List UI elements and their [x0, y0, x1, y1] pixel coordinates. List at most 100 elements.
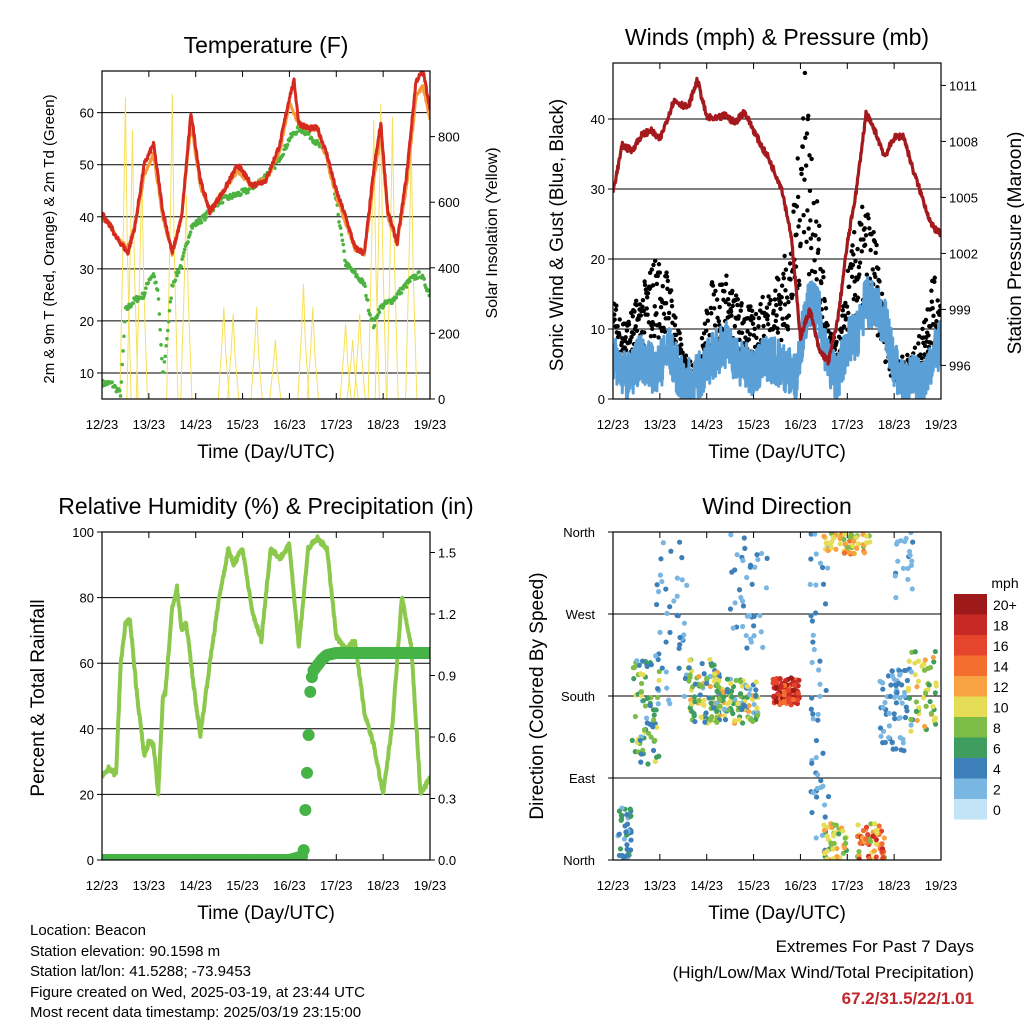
- dewpoint-point: [152, 274, 157, 279]
- temp2m-line: [102, 71, 430, 256]
- gust-point: [775, 330, 781, 335]
- direction-point: [644, 720, 650, 726]
- gust-point: [655, 273, 660, 279]
- direction-point: [823, 540, 829, 546]
- gust-point: [827, 335, 833, 340]
- x-tick-label: 14/23: [690, 878, 723, 893]
- gust-point: [680, 350, 685, 355]
- gust-point: [630, 314, 636, 319]
- gust-point: [778, 306, 783, 312]
- dewpoint-point: [155, 288, 160, 292]
- gust-point: [794, 232, 799, 237]
- y2-tick-label: 0: [438, 392, 445, 407]
- precip-point: [299, 803, 312, 816]
- y2-tick-label: 400: [438, 261, 460, 276]
- solar-trace: [227, 313, 240, 399]
- gust-point: [626, 322, 632, 327]
- direction-point: [746, 703, 752, 709]
- direction-point: [914, 717, 920, 724]
- gust-point: [860, 204, 865, 210]
- gust-point: [859, 222, 864, 227]
- dewpoint-point: [158, 327, 162, 332]
- gust-point: [654, 281, 660, 287]
- direction-point: [676, 645, 682, 651]
- x-axis-label: Time (Day/UTC): [708, 903, 846, 924]
- gust-point: [656, 335, 661, 340]
- direction-point: [785, 687, 791, 694]
- colorbar-label: 14: [993, 659, 1009, 675]
- direction-point: [663, 586, 669, 592]
- gust-point: [633, 324, 638, 329]
- gust-point: [867, 226, 872, 231]
- gust-point: [808, 218, 813, 223]
- gust-point: [652, 304, 657, 309]
- gust-point: [705, 318, 711, 323]
- gust-point: [850, 262, 856, 268]
- direction-point: [634, 658, 640, 664]
- colorbar-swatch: [954, 676, 987, 697]
- direction-point: [902, 714, 909, 721]
- direction-point: [873, 837, 879, 843]
- station-info: Location: Beacon Station elevation: 90.1…: [30, 921, 365, 1024]
- direction-point: [724, 676, 731, 682]
- gust-point: [821, 274, 826, 280]
- gust-point: [756, 324, 761, 329]
- x-tick-label: 17/23: [320, 417, 353, 432]
- y2-tick-label: 1.2: [438, 607, 456, 622]
- direction-point: [658, 556, 664, 562]
- direction-point: [717, 703, 723, 709]
- gust-point: [865, 212, 870, 217]
- dewpoint-point: [417, 270, 421, 274]
- direction-point: [908, 722, 914, 728]
- gust-point: [786, 299, 791, 305]
- direction-point: [654, 686, 661, 692]
- gust-point: [809, 156, 814, 162]
- direction-point: [815, 711, 821, 717]
- direction-point: [616, 808, 623, 814]
- gust-point: [629, 334, 634, 340]
- y-tick-label: 50: [80, 158, 94, 173]
- direction-point: [668, 548, 674, 554]
- direction-point: [696, 673, 702, 680]
- dewpoint-point: [228, 192, 233, 197]
- gust-point: [669, 303, 675, 309]
- gust-point: [735, 297, 741, 302]
- direction-point: [878, 733, 884, 739]
- direction-point: [880, 740, 886, 746]
- colorbar-label: 0: [993, 802, 1001, 818]
- gust-point: [765, 313, 770, 318]
- direction-point: [728, 532, 734, 538]
- direction-point: [627, 847, 634, 853]
- direction-point: [628, 837, 634, 843]
- gust-point: [766, 294, 771, 299]
- dewpoint-point: [281, 152, 286, 157]
- direction-point: [732, 600, 738, 606]
- dewpoint-point: [376, 307, 381, 312]
- direction-point: [655, 656, 661, 663]
- direction-point: [905, 576, 911, 583]
- gust-point: [828, 331, 834, 336]
- gust-point: [863, 233, 869, 238]
- gust-point: [648, 334, 654, 339]
- dewpoint-point: [180, 257, 184, 261]
- gust-point: [874, 242, 879, 248]
- direction-point: [650, 724, 656, 730]
- gust-point: [713, 288, 718, 294]
- direction-point: [750, 718, 756, 724]
- dewpoint-point: [163, 354, 168, 359]
- gust-point: [773, 288, 778, 293]
- direction-point: [740, 557, 746, 564]
- gust-point: [923, 317, 929, 323]
- direction-point: [880, 854, 886, 860]
- x-tick-label: 17/23: [320, 878, 353, 893]
- direction-point: [853, 545, 860, 551]
- direction-point: [868, 821, 874, 827]
- dewpoint-point: [120, 362, 125, 367]
- y2-tick-label: 1.5: [438, 546, 456, 561]
- gust-point: [674, 332, 679, 338]
- gust-point: [735, 302, 740, 308]
- direction-point: [931, 659, 937, 665]
- dewpoint-point: [187, 233, 192, 237]
- dewpoint-point: [157, 312, 162, 316]
- direction-point: [638, 689, 645, 695]
